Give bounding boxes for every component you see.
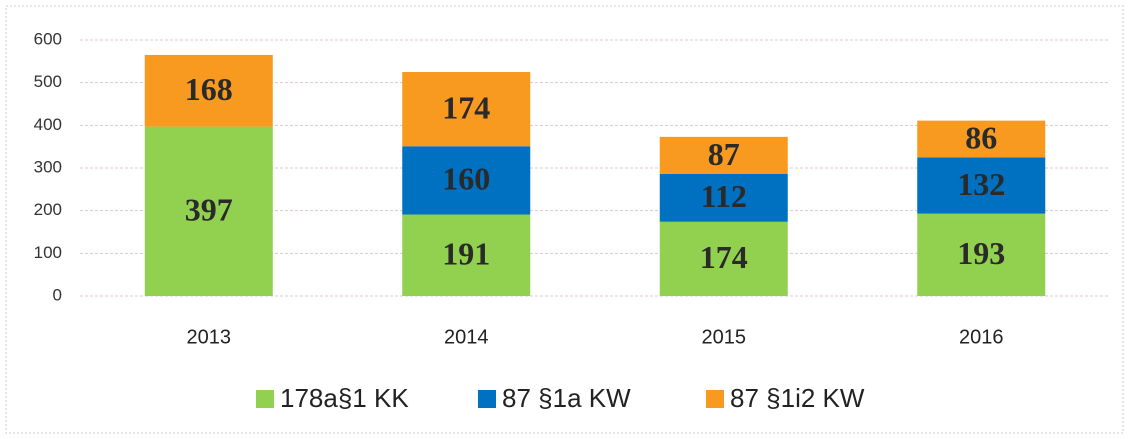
legend-swatch [706,390,724,408]
x-tick-label: 2016 [959,326,1004,348]
data-label: 193 [957,235,1005,271]
y-tick-label: 300 [34,157,62,176]
x-tick-label: 2014 [444,326,489,348]
bar-segment [917,157,1046,214]
legend-label: 87 §1i2 KW [730,383,865,413]
bar-segment [402,72,531,147]
data-label: 174 [442,89,490,125]
data-label: 87 [708,136,740,172]
bar-segment [144,54,273,127]
bar-segment [402,146,531,215]
y-tick-label: 600 [34,29,62,48]
data-label: 160 [442,161,490,197]
y-tick-label: 200 [34,200,62,219]
data-label: 191 [442,236,490,272]
y-tick-label: 0 [53,285,62,304]
bar-segment [402,214,531,296]
x-tick-label: 2013 [187,326,232,348]
y-tick-label: 400 [34,115,62,134]
legend-label: 87 §1a KW [502,383,631,413]
bar-segment [917,213,1046,296]
y-tick-label: 500 [34,72,62,91]
legend-label: 178a§1 KK [280,383,409,413]
data-label: 174 [700,239,748,275]
data-label: 86 [965,119,997,155]
data-label: 132 [957,166,1005,202]
bar-segment [659,136,788,174]
y-tick-label: 100 [34,243,62,262]
bar-segment [917,120,1046,158]
x-tick-label: 2015 [702,326,747,348]
bar-segment [659,221,788,296]
data-label: 397 [185,192,233,228]
bar-segment [144,126,273,296]
data-label: 112 [701,178,747,214]
legend-swatch [256,390,274,408]
bar-segment [659,173,788,222]
legend-swatch [478,390,496,408]
data-label: 168 [185,71,233,107]
